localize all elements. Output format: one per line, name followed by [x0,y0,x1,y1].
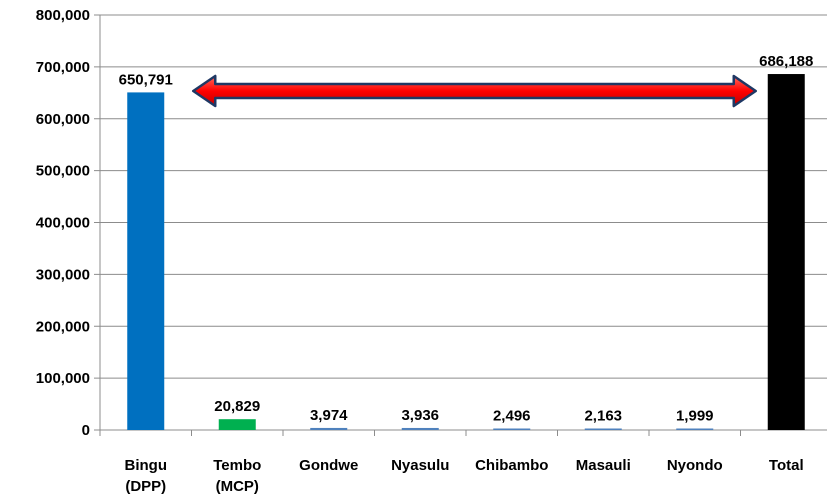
double-arrow-annotation [192,74,757,108]
x-category-label: Chibambo [475,457,548,474]
gridlines [100,14,827,379]
y-tick-label: 700,000 [36,59,90,76]
data-labels: 650,791 20,829 3,974 3,936 2,496 2,163 1,999 68… [119,53,814,424]
x-axis-category-labels: Bingu (DPP) Tembo (MCP) Gondwe Nyasulu Chibamb… [125,457,804,495]
x-category-label: (MCP) [216,478,259,495]
data-label: 1,999 [676,408,714,425]
x-category-label: Nyasulu [391,457,449,474]
x-category-label: Gondwe [299,457,358,474]
x-category-label: Bingu [125,457,168,474]
data-label: 3,974 [310,407,348,424]
data-label: 2,163 [584,408,622,425]
data-label: 20,829 [214,398,260,415]
x-category-label: Total [769,457,804,474]
y-tick-label: 300,000 [36,266,90,283]
y-axis-tick-labels: 0 100,000 200,000 300,000 400,000 500,000 600,… [36,7,90,439]
x-category-label: Tembo [213,457,261,474]
y-tick-label: 600,000 [36,111,90,128]
bar [584,428,622,430]
axes [94,14,827,436]
bar [493,428,531,430]
x-category-label: Masauli [576,457,631,474]
bars [127,74,805,431]
y-tick-label: 500,000 [36,163,90,180]
data-label: 686,188 [759,53,813,70]
x-category-label: Nyondo [667,457,723,474]
bar [310,427,348,430]
bar [401,427,439,430]
bar [127,92,165,431]
bar [218,419,256,430]
data-label: 2,496 [493,408,531,425]
y-tick-label: 200,000 [36,318,90,335]
x-category-label: (DPP) [125,478,166,495]
bar [767,74,805,430]
y-tick-label: 0 [82,422,90,439]
data-label: 650,791 [119,71,173,88]
annotation-arrow-group [192,74,757,108]
y-tick-label: 400,000 [36,215,90,232]
bar [676,428,714,430]
y-tick-label: 100,000 [36,370,90,387]
y-tick-label: 800,000 [36,7,90,24]
data-label: 3,936 [401,407,439,424]
